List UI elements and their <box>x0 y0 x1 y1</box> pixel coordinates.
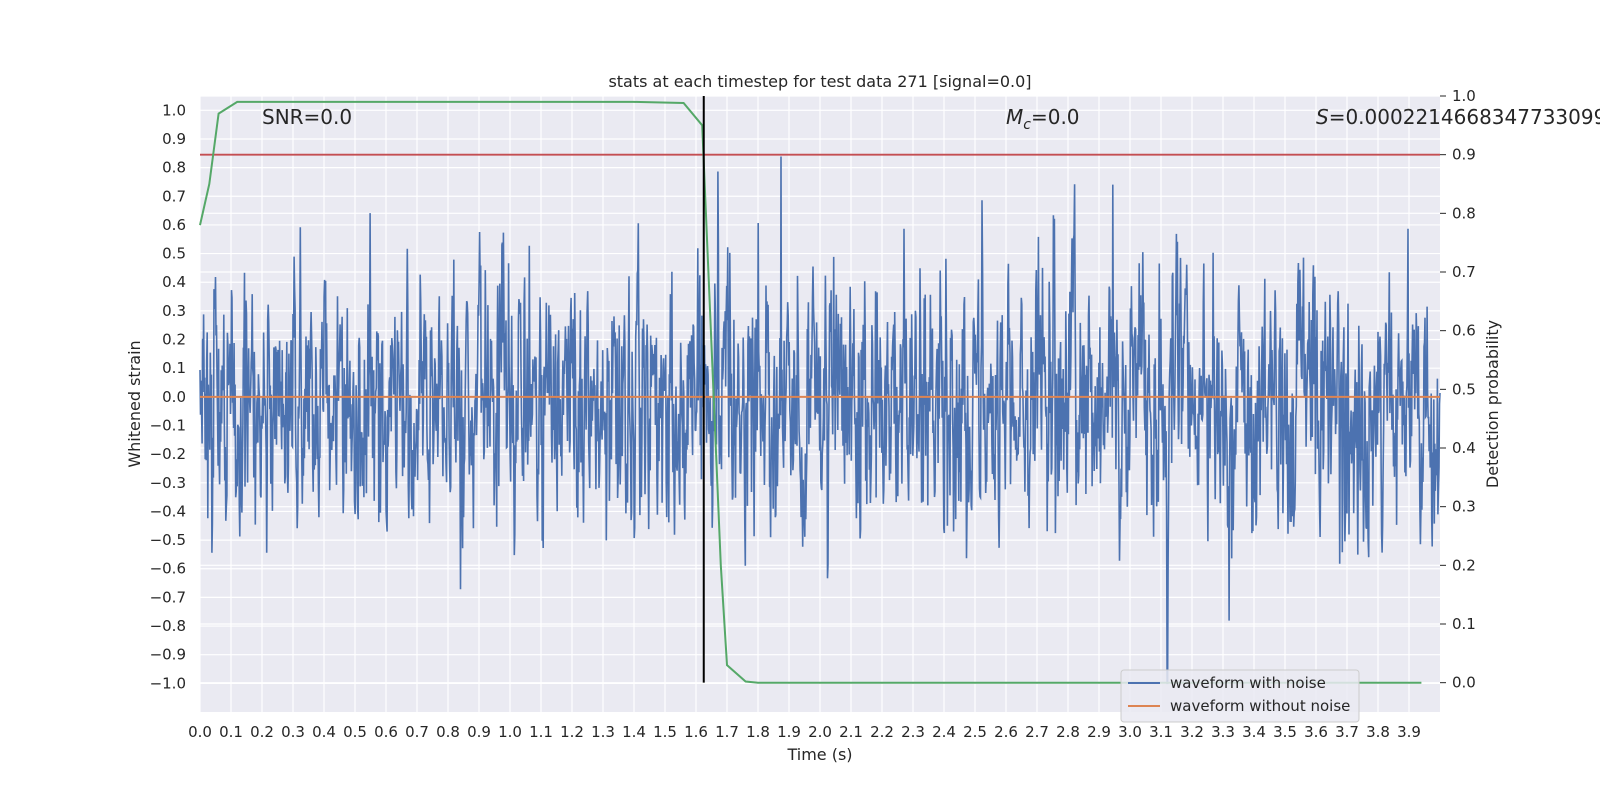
y-tick-label: 0.0 <box>162 388 186 406</box>
y2-tick-label: 1.0 <box>1452 87 1476 105</box>
y-tick-label: 0.2 <box>162 331 186 349</box>
s-symbol: S <box>1316 105 1329 129</box>
x-tick-label: 1.6 <box>684 723 708 741</box>
chirp-mass-subscript: c <box>1023 117 1031 133</box>
y-tick-label: 0.5 <box>162 245 186 263</box>
y-tick-label: −0.9 <box>150 646 186 664</box>
y-axis-label: Whitened strain <box>125 340 144 467</box>
x-tick-label: 1.5 <box>653 723 677 741</box>
x-tick-label: 2.1 <box>839 723 863 741</box>
y-tick-label: 0.4 <box>162 273 186 291</box>
y2-tick-label: 0.0 <box>1452 674 1476 692</box>
x-tick-label: 0.2 <box>250 723 274 741</box>
x-tick-label: 1.4 <box>622 723 646 741</box>
x-tick-label: 0.7 <box>405 723 429 741</box>
legend-label-clean: waveform without noise <box>1170 697 1350 715</box>
x-tick-label: 2.3 <box>901 723 925 741</box>
x-tick-label: 2.4 <box>932 723 956 741</box>
x-tick-label: 1.2 <box>560 723 584 741</box>
x-tick-label: 0.6 <box>374 723 398 741</box>
chirp-mass-value: =0.0 <box>1031 105 1080 129</box>
x-tick-label: 0.5 <box>343 723 367 741</box>
x-tick-label: 0.8 <box>436 723 460 741</box>
x-tick-label: 3.9 <box>1397 723 1421 741</box>
y-tick-label: 0.9 <box>162 130 186 148</box>
y2-tick-label: 0.9 <box>1452 146 1476 164</box>
legend-box <box>1120 669 1360 723</box>
x-tick-label: 2.8 <box>1056 723 1080 741</box>
x-tick-label: 0.1 <box>219 723 243 741</box>
x-tick-label: 1.9 <box>777 723 801 741</box>
y2-tick-label: 0.7 <box>1452 263 1476 281</box>
y2-tick-label: 0.6 <box>1452 322 1476 340</box>
y-tick-label: −0.5 <box>150 531 186 549</box>
y-tick-label: −0.6 <box>150 560 186 578</box>
x-tick-label: 2.6 <box>994 723 1018 741</box>
x-tick-label: 3.1 <box>1149 723 1173 741</box>
chart-title: stats at each timestep for test data 271… <box>608 72 1031 91</box>
chirp-mass-symbol: M <box>1006 105 1023 129</box>
x-tick-label: 2.2 <box>870 723 894 741</box>
x-tick-label: 3.4 <box>1242 723 1266 741</box>
chirp-mass-annotation: Mc=0.0 <box>1006 105 1080 133</box>
data-layer <box>199 96 1441 685</box>
y2-tick-label: 0.3 <box>1452 498 1476 516</box>
x-tick-label: 1.7 <box>715 723 739 741</box>
y2-tick-label: 0.4 <box>1452 439 1476 457</box>
legend-label-noise: waveform with noise <box>1170 674 1326 692</box>
x-tick-label: 1.0 <box>498 723 522 741</box>
y-tick-label: 0.6 <box>162 216 186 234</box>
y-tick-label: −0.4 <box>150 502 186 520</box>
y-tick-label: 1.0 <box>162 101 186 119</box>
y2-tick-label: 0.1 <box>1452 615 1476 633</box>
y-tick-label: 0.3 <box>162 302 186 320</box>
y2-tick-label: 0.5 <box>1452 380 1476 398</box>
x-tick-label: 2.9 <box>1087 723 1111 741</box>
snr-annotation: SNR=0.0 <box>262 105 352 129</box>
x-tick-label: 2.7 <box>1025 723 1049 741</box>
x-tick-label: 1.3 <box>591 723 615 741</box>
x-tick-label: 0.3 <box>281 723 305 741</box>
x-tick-label: 1.8 <box>746 723 770 741</box>
y-tick-label: −0.2 <box>150 445 186 463</box>
y-tick-label: −0.1 <box>150 416 186 434</box>
x-tick-label: 3.2 <box>1180 723 1204 741</box>
y-tick-label: 0.8 <box>162 159 186 177</box>
y2-axis-ticks: 1.0 0.9 0.8 0.7 0.6 0.5 0.4 0.3 0.2 0.1 0.0 <box>1440 87 1476 692</box>
y-tick-label: −0.3 <box>150 474 186 492</box>
x-axis-ticks: 0.0 0.1 0.2 0.3 0.4 0.5 0.6 0.7 0.8 0.9 1.0 1.1 1.2 1… <box>188 723 1421 741</box>
y-tick-label: 0.7 <box>162 187 186 205</box>
y-tick-label: −1.0 <box>150 674 186 692</box>
x-tick-label: 0.4 <box>312 723 336 741</box>
x-tick-label: 2.5 <box>963 723 987 741</box>
s-value: =0.00022146683477330995 <box>1329 105 1600 129</box>
x-tick-label: 3.0 <box>1118 723 1142 741</box>
x-axis-label: Time (s) <box>786 745 852 764</box>
x-tick-label: 3.3 <box>1211 723 1235 741</box>
legend: waveform with noise waveform without noi… <box>1120 669 1360 723</box>
series-detection-probability <box>199 100 1422 684</box>
y-axis-ticks: 1.0 0.9 0.8 0.7 0.6 0.5 0.4 0.3 0.2 0.1 0.0 −0.1 −0.… <box>150 101 186 692</box>
y-tick-label: −0.7 <box>150 588 186 606</box>
s-annotation: S=0.00022146683477330995 <box>1316 105 1600 129</box>
x-tick-label: 3.6 <box>1304 723 1328 741</box>
x-tick-label: 1.1 <box>529 723 553 741</box>
x-tick-label: 0.0 <box>188 723 212 741</box>
x-tick-label: 0.9 <box>467 723 491 741</box>
y2-axis-label: Detection probability <box>1483 320 1502 488</box>
y2-tick-label: 0.2 <box>1452 556 1476 574</box>
x-tick-label: 3.5 <box>1273 723 1297 741</box>
series-waveform-with-noise <box>199 156 1441 685</box>
x-tick-label: 3.7 <box>1335 723 1359 741</box>
y-tick-label: −0.8 <box>150 617 186 635</box>
y-tick-label: 0.1 <box>162 359 186 377</box>
y2-tick-label: 0.8 <box>1452 204 1476 222</box>
x-tick-label: 2.0 <box>808 723 832 741</box>
x-tick-label: 3.8 <box>1366 723 1390 741</box>
